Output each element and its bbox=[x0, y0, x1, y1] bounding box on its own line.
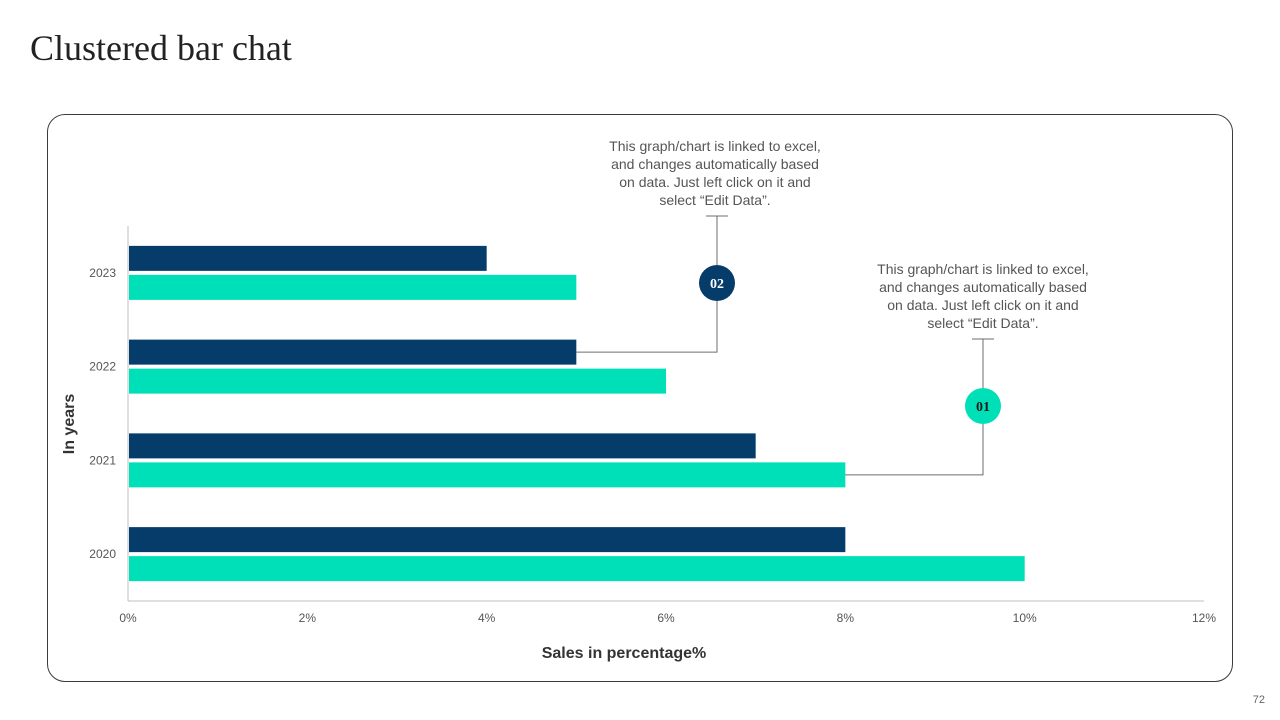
x-tick-label-4: 4% bbox=[478, 611, 496, 625]
bar-2021-series-2 bbox=[129, 462, 846, 488]
x-tick-label-12: 12% bbox=[1192, 611, 1216, 625]
bar-2023-series-2 bbox=[129, 274, 577, 300]
callout-01-badge bbox=[965, 388, 1001, 424]
y-axis-title: In years bbox=[61, 394, 78, 455]
bar-2023-series-1 bbox=[129, 245, 487, 271]
callout-02-leader bbox=[576, 216, 718, 353]
x-tick-label-10: 10% bbox=[1013, 611, 1037, 625]
page-number: 72 bbox=[1252, 694, 1265, 706]
callout-02-number: 02 bbox=[710, 277, 724, 292]
slide-title: Clustered bar chat bbox=[30, 28, 292, 68]
x-axis-title: Sales in percentage% bbox=[542, 645, 707, 662]
bar-2021-series-1 bbox=[129, 433, 756, 459]
bar-2022-series-1 bbox=[129, 339, 577, 365]
callout-02-badge bbox=[699, 265, 735, 301]
x-tick-label-2: 2% bbox=[299, 611, 317, 625]
x-tick-label-8: 8% bbox=[837, 611, 855, 625]
y-tick-label-2023: 2023 bbox=[89, 266, 116, 280]
y-tick-label-2021: 2021 bbox=[89, 453, 116, 467]
y-tick-label-2020: 2020 bbox=[89, 547, 116, 561]
y-tick-label-2022: 2022 bbox=[89, 360, 116, 374]
callout-01-number: 01 bbox=[976, 400, 990, 415]
bar-2020-series-2 bbox=[129, 556, 1025, 582]
x-tick-label-6: 6% bbox=[657, 611, 675, 625]
bar-2020-series-1 bbox=[129, 527, 846, 553]
x-tick-label-0: 0% bbox=[119, 611, 137, 625]
callout-02-text: This graph/chart is linked to excel, and… bbox=[609, 138, 821, 208]
chart-frame bbox=[47, 114, 1233, 682]
callout-01-text: This graph/chart is linked to excel, and… bbox=[877, 261, 1089, 331]
bar-2022-series-2 bbox=[129, 368, 666, 394]
callout-01-leader bbox=[845, 339, 984, 476]
